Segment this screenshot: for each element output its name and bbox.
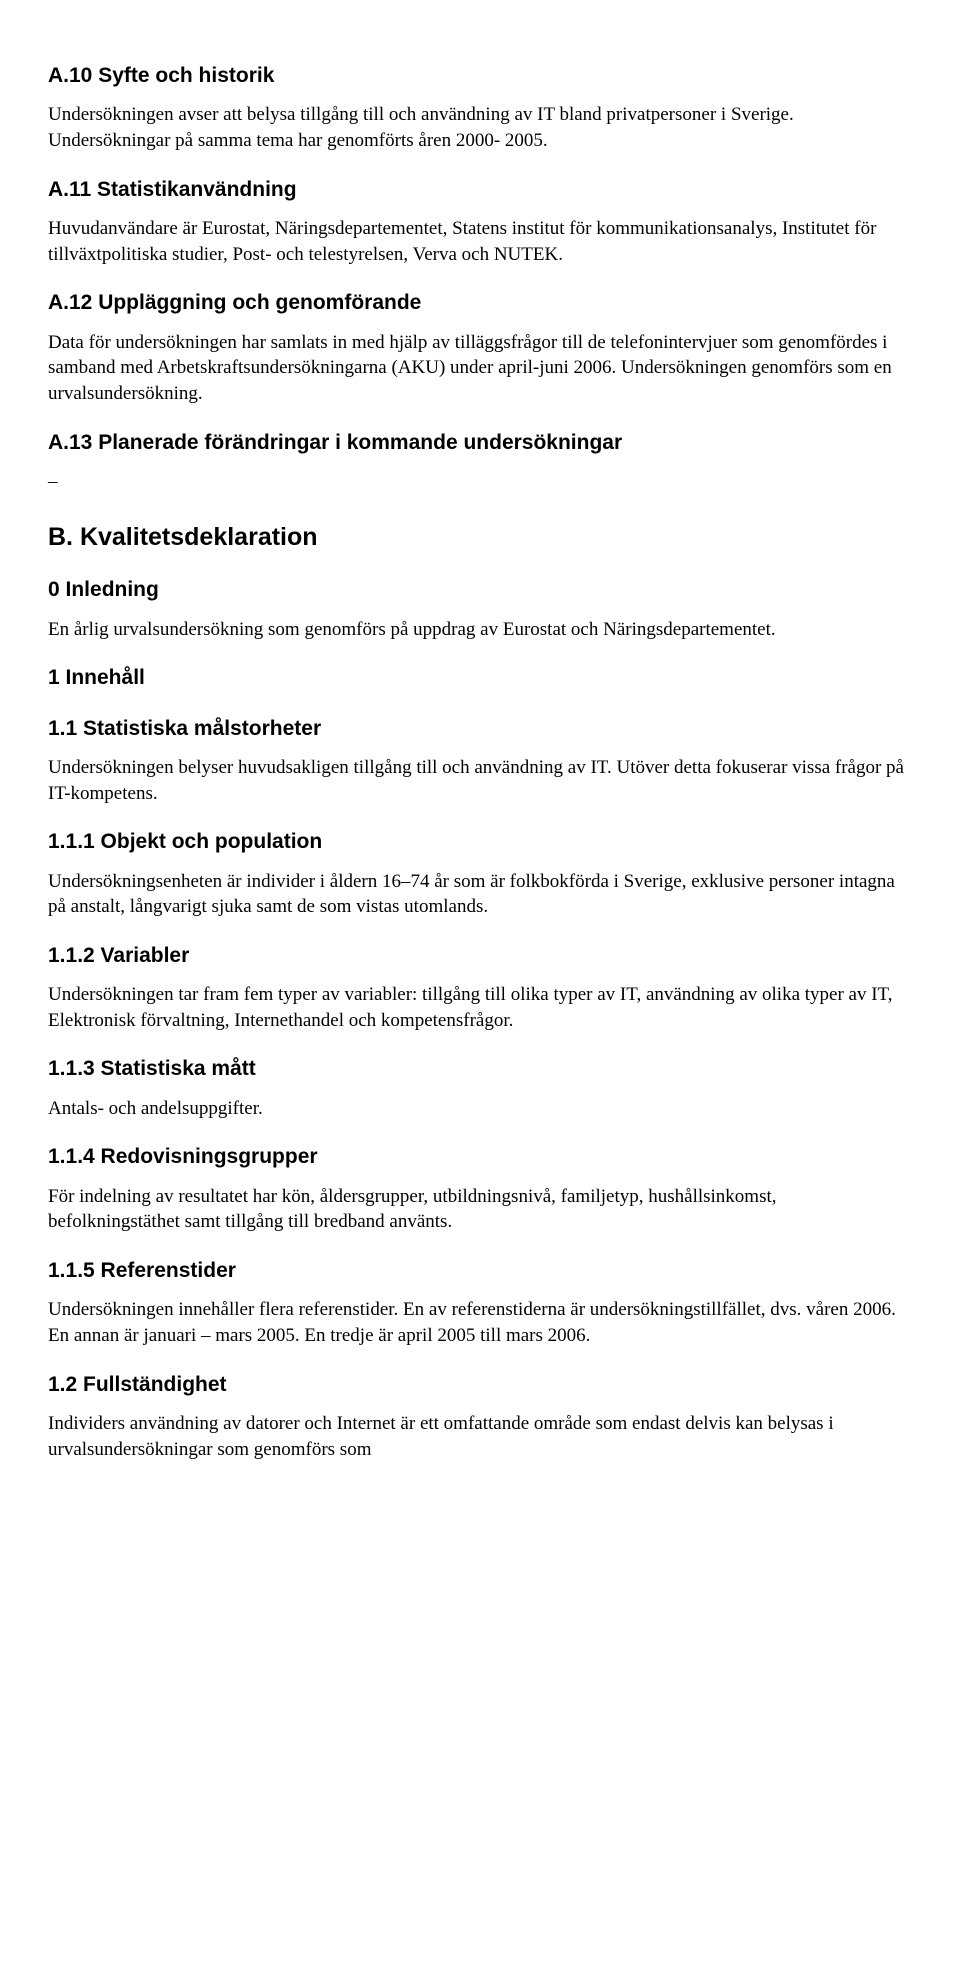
heading-1-1: 1.1 Statistiska målstorheter	[48, 715, 912, 743]
dash-a13: –	[48, 469, 912, 495]
heading-1-2: 1.2 Fullständighet	[48, 1371, 912, 1399]
heading-a12: A.12 Uppläggning och genomförande	[48, 289, 912, 317]
heading-a13: A.13 Planerade förändringar i kommande u…	[48, 429, 912, 457]
body-a10: Undersökningen avser att belysa tillgång…	[48, 102, 912, 153]
body-1-1-4: För indelning av resultatet har kön, åld…	[48, 1184, 912, 1235]
body-a12: Data för undersökningen har samlats in m…	[48, 330, 912, 407]
heading-a11: A.11 Statistikanvändning	[48, 176, 912, 204]
body-0: En årlig urvalsundersökning som genomför…	[48, 617, 912, 643]
heading-1-1-1: 1.1.1 Objekt och population	[48, 828, 912, 856]
heading-1-1-4: 1.1.4 Redovisningsgrupper	[48, 1143, 912, 1171]
body-1-1-3: Antals- och andelsuppgifter.	[48, 1096, 912, 1122]
body-1-1-5: Undersökningen innehåller flera referens…	[48, 1297, 912, 1348]
heading-0: 0 Inledning	[48, 576, 912, 604]
body-a11: Huvudanvändare är Eurostat, Näringsdepar…	[48, 216, 912, 267]
heading-1: 1 Innehåll	[48, 664, 912, 692]
heading-a10: A.10 Syfte och historik	[48, 62, 912, 90]
heading-b: B. Kvalitetsdeklaration	[48, 521, 912, 555]
heading-1-1-3: 1.1.3 Statistiska mått	[48, 1055, 912, 1083]
body-1-1-2: Undersökningen tar fram fem typer av var…	[48, 982, 912, 1033]
heading-1-1-5: 1.1.5 Referenstider	[48, 1257, 912, 1285]
body-1-1: Undersökningen belyser huvudsakligen til…	[48, 755, 912, 806]
body-1-1-1: Undersökningsenheten är individer i ålde…	[48, 869, 912, 920]
heading-1-1-2: 1.1.2 Variabler	[48, 942, 912, 970]
body-1-2: Individers användning av datorer och Int…	[48, 1411, 912, 1462]
